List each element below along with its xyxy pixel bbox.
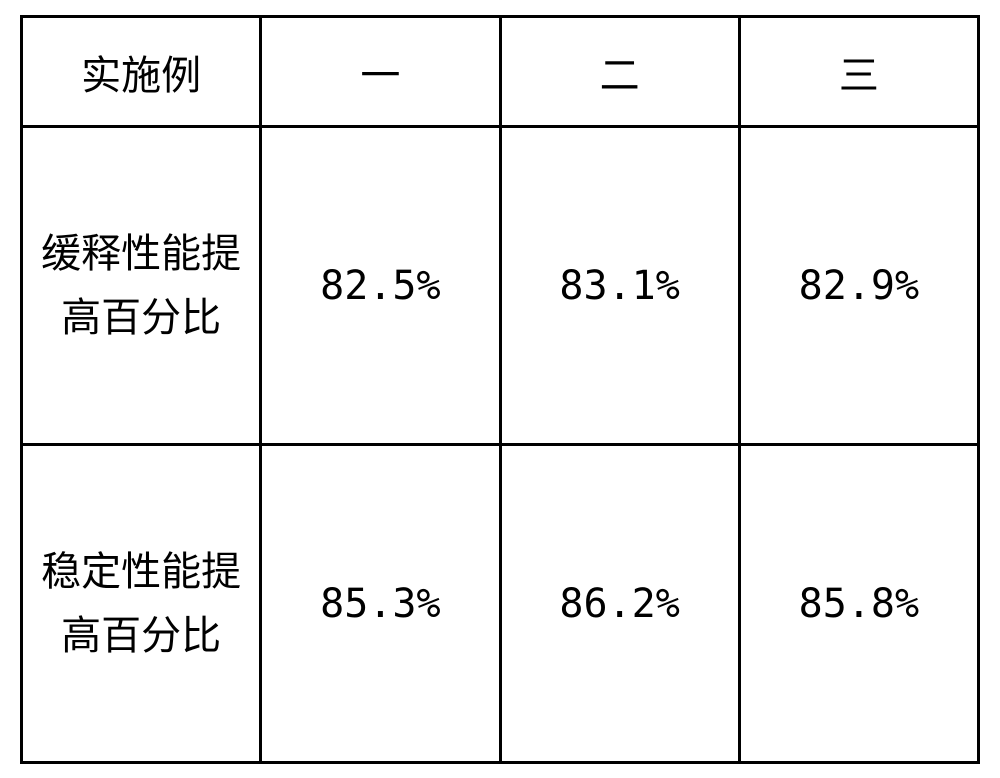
header-cell-col2: 二: [500, 17, 739, 127]
table-header-row: 实施例 一 二 三: [22, 17, 979, 127]
data-cell: 83.1%: [500, 127, 739, 445]
data-cell: 86.2%: [500, 445, 739, 763]
data-cell: 82.5%: [261, 127, 500, 445]
header-cell-col1: 一: [261, 17, 500, 127]
table-row: 稳定性能提高百分比 85.3% 86.2% 85.8%: [22, 445, 979, 763]
header-cell-label: 实施例: [22, 17, 261, 127]
header-cell-col3: 三: [739, 17, 978, 127]
data-cell: 82.9%: [739, 127, 978, 445]
row-label-cell: 缓释性能提高百分比: [22, 127, 261, 445]
data-cell: 85.8%: [739, 445, 978, 763]
table-row: 缓释性能提高百分比 82.5% 83.1% 82.9%: [22, 127, 979, 445]
data-cell: 85.3%: [261, 445, 500, 763]
data-table: 实施例 一 二 三 缓释性能提高百分比 82.5% 83.1% 82.9% 稳定…: [20, 15, 980, 764]
row-label-cell: 稳定性能提高百分比: [22, 445, 261, 763]
